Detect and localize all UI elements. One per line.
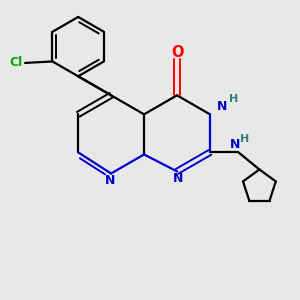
Text: H: H xyxy=(240,134,250,144)
Text: N: N xyxy=(172,172,183,185)
Text: N: N xyxy=(230,138,240,151)
Text: O: O xyxy=(171,45,184,60)
Text: N: N xyxy=(104,174,115,188)
Text: Cl: Cl xyxy=(9,56,22,69)
Text: N: N xyxy=(217,100,228,112)
Text: H: H xyxy=(229,94,239,104)
